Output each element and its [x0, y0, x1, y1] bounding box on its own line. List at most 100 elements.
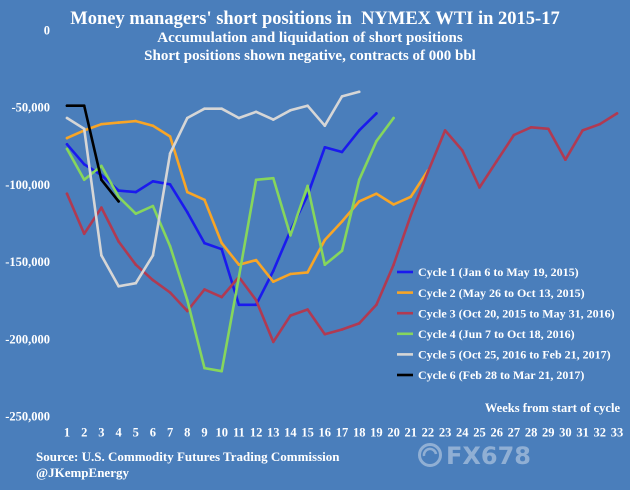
x-tick-label: 9 — [201, 426, 207, 440]
data-point — [134, 263, 138, 267]
data-point — [289, 109, 292, 112]
legend: Cycle 1 (Jan 6 to May 19, 2015) Cycle 2 (… — [397, 265, 615, 382]
data-point — [65, 116, 69, 120]
data-point — [65, 136, 69, 140]
x-tick-label: 30 — [559, 426, 572, 440]
data-point — [323, 263, 327, 267]
data-point — [375, 139, 378, 143]
data-point — [357, 200, 361, 203]
data-point — [375, 112, 378, 115]
x-tick-label: 7 — [167, 426, 173, 440]
plot-area — [65, 90, 619, 373]
y-axis-tick-labels: 0 -50,000 -100,000 -150,000 -200,000 -250,000 — [5, 24, 50, 424]
data-point — [82, 127, 86, 131]
data-point — [426, 170, 430, 174]
x-tick-label: 20 — [387, 426, 400, 440]
x-tick-label: 29 — [542, 426, 555, 440]
data-point — [340, 220, 344, 223]
data-point — [254, 178, 258, 182]
data-point — [220, 247, 223, 251]
data-point — [117, 200, 120, 203]
series-line-cycle-6 — [65, 104, 120, 203]
watermark-text: FX678 — [446, 442, 531, 470]
x-tick-label: 19 — [370, 426, 383, 440]
x-tick-label: 31 — [576, 426, 589, 440]
data-point — [82, 104, 86, 107]
data-point — [306, 271, 309, 274]
series-line-cycle-2 — [65, 119, 430, 284]
series-cycle-5 — [65, 90, 361, 288]
data-point — [409, 195, 413, 199]
legend-label: Cycle 6 (Feb 28 to Mar 21, 2017) — [418, 368, 584, 382]
data-point — [357, 178, 361, 182]
data-point — [375, 192, 378, 195]
source-note: Source: U.S. Commodity Futures Trading C… — [36, 449, 340, 464]
series-cycle-1 — [65, 112, 378, 307]
data-point — [512, 133, 516, 137]
data-point — [168, 183, 172, 186]
data-point — [272, 340, 275, 344]
data-point — [357, 129, 361, 132]
data-point — [117, 240, 120, 243]
data-point — [100, 254, 103, 257]
data-point — [254, 258, 258, 262]
data-point — [100, 164, 103, 168]
data-point — [289, 314, 292, 317]
data-point — [117, 189, 120, 192]
data-point — [323, 332, 327, 336]
y-tick-label: -200,000 — [5, 332, 50, 346]
x-tick-label: 23 — [439, 426, 452, 440]
legend-entry-cycle-4: Cycle 4 (Jun 7 to Oct 18, 2016) — [397, 327, 575, 341]
data-point — [237, 116, 241, 120]
y-tick-label: -100,000 — [5, 178, 50, 192]
data-point — [186, 116, 189, 120]
data-point — [375, 303, 378, 307]
data-point — [409, 214, 413, 217]
data-point — [117, 285, 120, 288]
data-point — [220, 107, 223, 110]
swirl-circle-icon — [418, 443, 442, 467]
legend-label: Cycle 4 (Jun 7 to Oct 18, 2016) — [418, 327, 575, 341]
data-point — [82, 178, 86, 182]
data-point — [220, 241, 223, 245]
x-tick-label: 13 — [267, 426, 280, 440]
data-point — [272, 176, 275, 180]
data-point — [151, 254, 155, 257]
legend-entry-cycle-1: Cycle 1 (Jan 6 to May 19, 2015) — [397, 265, 579, 279]
data-point — [306, 308, 309, 311]
data-point — [134, 212, 138, 215]
data-point — [478, 186, 481, 189]
data-point — [134, 281, 138, 285]
x-axis-label: Weeks from start of cycle — [485, 401, 621, 415]
x-tick-label: 28 — [525, 426, 538, 440]
x-tick-label: 11 — [233, 426, 245, 440]
x-tick-label: 26 — [490, 426, 503, 440]
data-point — [186, 210, 189, 214]
y-tick-label: 0 — [44, 24, 50, 38]
data-point — [203, 241, 206, 245]
x-tick-label: 2 — [81, 426, 87, 440]
data-point — [151, 204, 155, 208]
data-point — [357, 90, 361, 94]
data-point — [443, 129, 447, 132]
legend-entry-cycle-6: Cycle 6 (Feb 28 to Mar 21, 2017) — [397, 368, 584, 382]
data-point — [615, 112, 619, 115]
x-tick-label: 14 — [284, 426, 297, 440]
x-axis-tick-labels: 1 2 3 4 5 6 7 8 9 10 11 12 13 14 15 16 17 18 19 20 21 22 23 24 2… — [64, 426, 623, 440]
watermark-logo: FX678 — [418, 442, 531, 470]
data-point — [254, 298, 258, 302]
data-point — [237, 303, 241, 307]
legend-label: Cycle 1 (Jan 6 to May 19, 2015) — [418, 265, 579, 279]
x-tick-label: 1 — [64, 426, 70, 440]
data-point — [117, 195, 120, 199]
data-point — [306, 104, 309, 107]
x-tick-label: 27 — [508, 426, 521, 440]
data-point — [65, 147, 69, 151]
data-point — [529, 126, 533, 129]
data-point — [168, 135, 172, 138]
x-tick-label: 5 — [133, 426, 139, 440]
author-handle: @JKempEnergy — [36, 465, 129, 480]
legend-entry-cycle-3: Cycle 3 (Oct 20, 2015 to May 31, 2016) — [397, 306, 615, 320]
data-point — [186, 298, 189, 302]
